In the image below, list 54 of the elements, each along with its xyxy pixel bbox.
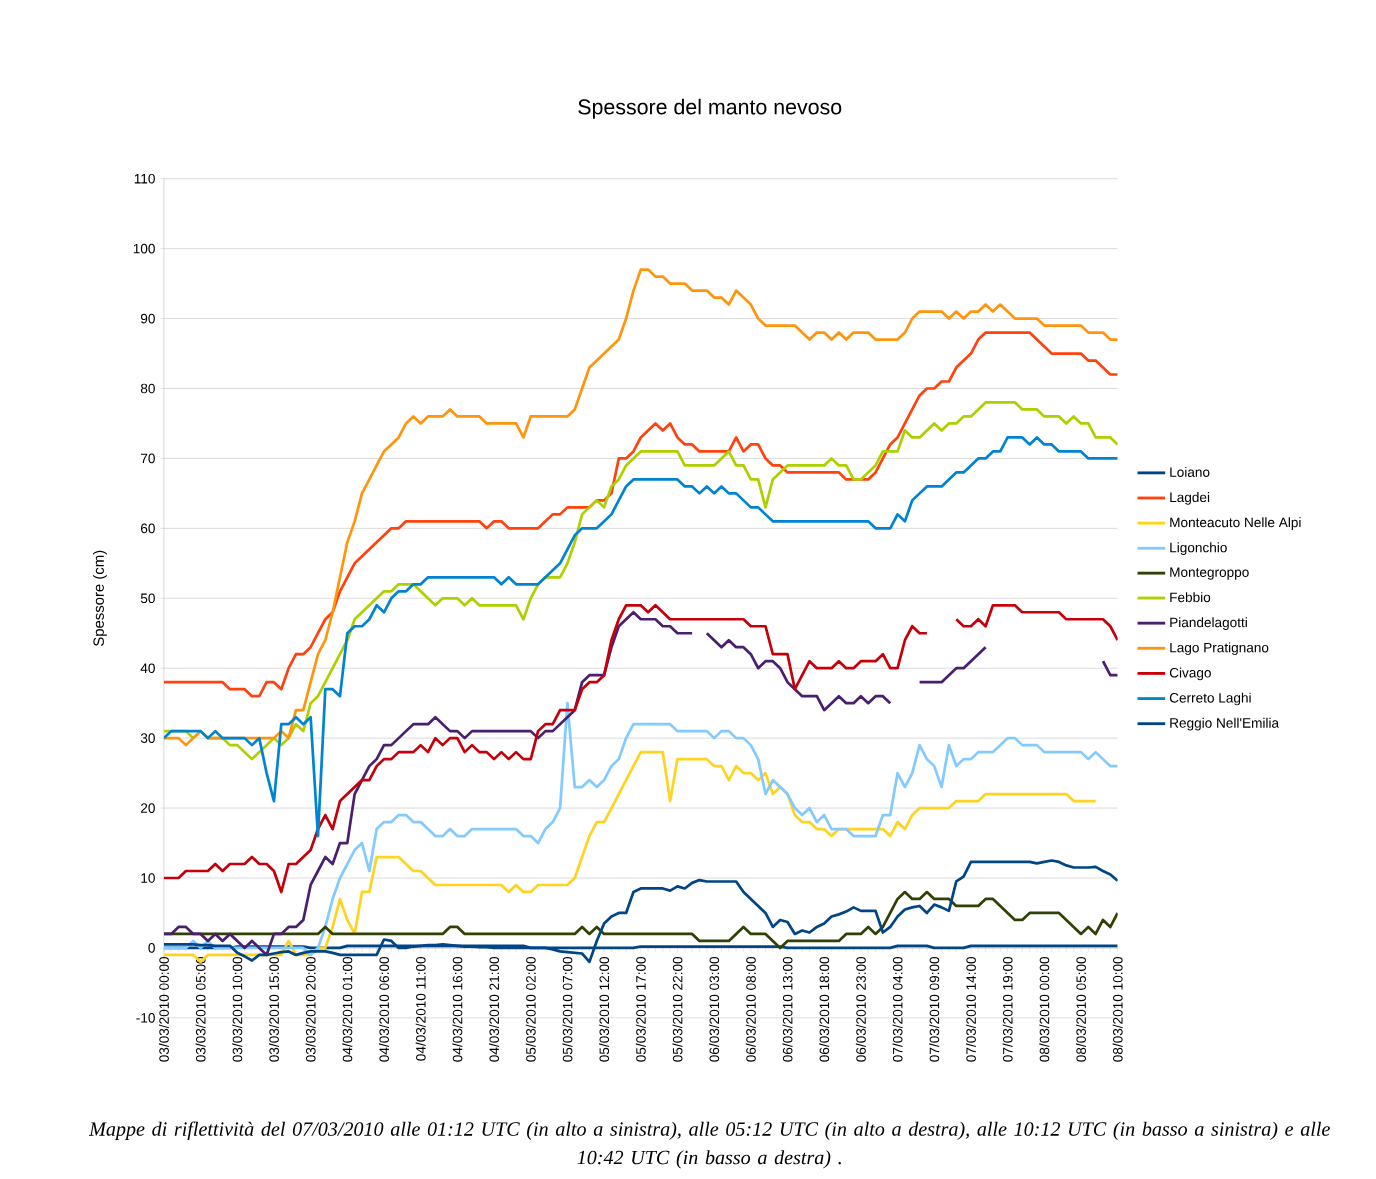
y-tick-label: 110 [134,173,155,184]
x-tick-label: 08/03/2010 00:00 [1039,956,1050,1062]
text: Mappe di riflettività del 07/03/2010 alle 01:12 UTC (in alto a sinistra), alle 05:12 UTC (in alto a destra), alle 10:12 UTC (in basso a sinistra) e alle 10:42 UTC (in basso a destra) . [88,1121,1330,1169]
x-tick-label: 03/03/2010 00:00 [158,956,169,1062]
y-tick-label: 30 [140,733,155,743]
y-tick-label: 40 [140,663,155,673]
legend-label: Monteacuto Nelle Alpi [1170,517,1301,530]
x-tick-label: 07/03/2010 09:00 [929,956,940,1062]
x-tick-label: 06/03/2010 13:00 [782,956,793,1062]
y-tick-label: 10 [141,873,155,883]
y-tick-label: 80 [140,383,155,394]
legend-label: Montegroppo [1170,567,1249,580]
y-tick-label: 60 [141,523,155,534]
x-tick-label: 03/03/2010 20:00 [305,956,316,1062]
y-tick-label: 90 [140,313,155,324]
x-tick-label: 04/03/2010 11:00 [415,956,426,1061]
legend-label: Cerreto Laghi [1169,692,1251,706]
y-tick-label: 100 [133,243,155,254]
legend-label: Lagdei [1170,492,1210,505]
chart-title: Spessore del manto nevoso [578,98,842,119]
x-tick-label: 04/03/2010 06:00 [379,956,389,1062]
legend-label: Febbio [1170,592,1211,603]
y-tick-label: 0 [148,943,155,953]
x-tick-label: 07/03/2010 04:00 [892,956,903,1062]
x-tick-label: 03/03/2010 10:00 [232,956,243,1062]
x-tick-label: 06/03/2010 23:00 [855,956,866,1062]
x-tick-label: 08/03/2010 10:00 [1112,956,1123,1062]
x-tick-label: 06/03/2010 18:00 [819,956,830,1062]
x-tick-label: 03/03/2010 05:00 [195,956,206,1062]
y-tick-label: 70 [141,453,155,464]
x-tick-label: 04/03/2010 16:00 [452,956,463,1062]
x-tick-label: 05/03/2010 17:00 [635,956,646,1062]
y-tick-label: -10 [136,1013,155,1023]
legend-label: Piandelagotti [1170,617,1247,630]
legend-label: Loiano [1170,466,1210,477]
x-tick-label: 04/03/2010 21:00 [489,956,500,1062]
x-tick-label: 06/03/2010 08:00 [745,956,756,1062]
legend-label: Civago [1169,667,1211,681]
y-axis-title: Spessore (cm) [93,550,107,646]
x-tick-label: 05/03/2010 02:00 [525,956,536,1062]
y-tick-label: 50 [140,593,155,604]
x-tick-label: 04/03/2010 01:00 [342,956,353,1062]
x-tick-label: 08/03/2010 05:00 [1075,956,1086,1062]
x-tick-label: 05/03/2010 12:00 [599,956,610,1062]
y-tick-label: 20 [141,803,155,813]
x-tick-label: 07/03/2010 19:00 [1002,956,1013,1062]
legend-label: Reggio Nell'Emilia [1170,717,1280,731]
x-tick-label: 07/03/2010 14:00 [965,956,976,1062]
x-tick-label: 03/03/2010 15:00 [268,956,279,1062]
x-tick-label: 05/03/2010 07:00 [562,956,573,1062]
legend-label: Lago Pratignano [1170,642,1269,656]
x-tick-label: 05/03/2010 22:00 [672,956,683,1062]
legend-label: Ligonchio [1170,542,1227,556]
x-tick-label: 06/03/2010 03:00 [709,956,720,1062]
